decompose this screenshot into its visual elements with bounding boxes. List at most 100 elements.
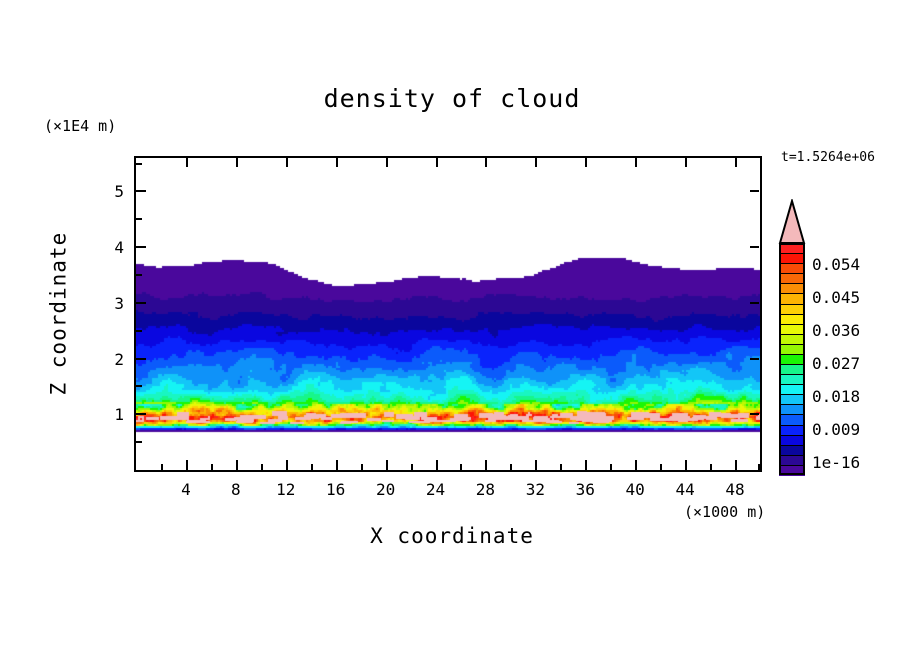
x-minor-tick [360, 464, 363, 470]
x-axis-unit-label: (×1000 m) [684, 503, 766, 521]
x-tick-label: 28 [475, 480, 496, 499]
colorbar-band [779, 253, 805, 264]
colorbar-band [779, 444, 805, 456]
x-major-tick [385, 460, 388, 470]
x-tick-label: 20 [375, 480, 396, 499]
x-major-tick-top [585, 158, 588, 167]
y-major-tick [136, 190, 146, 193]
y-axis-unit-label: (×1E4 m) [44, 117, 117, 135]
y-axis-title: Z coordinate [46, 231, 71, 396]
x-major-tick [435, 460, 438, 470]
y-tick-label: 5 [114, 182, 124, 202]
x-minor-tick [758, 464, 760, 470]
colorbar-band [779, 394, 805, 405]
x-major-tick-top [635, 158, 638, 167]
plot-area [134, 156, 762, 472]
x-minor-tick [560, 464, 563, 470]
y-tick-label: 2 [114, 349, 124, 369]
colorbar-band [779, 434, 805, 446]
y-tick-label: 1 [114, 405, 124, 425]
colorbar-tick-label: 0.027 [812, 353, 861, 373]
x-major-tick [235, 460, 238, 470]
x-minor-tick [610, 464, 613, 470]
x-tick-label: 12 [276, 480, 296, 499]
x-tick-label: 8 [231, 480, 241, 499]
colorbar-band [779, 323, 805, 335]
y-major-tick-right [750, 246, 759, 249]
x-tick-label: 24 [425, 480, 446, 499]
x-major-tick [685, 460, 688, 470]
x-major-tick [735, 460, 738, 470]
colorbar-tick-label: 1e-16 [812, 453, 861, 473]
colorbar-band [779, 424, 805, 436]
y-tick-label: 3 [114, 293, 124, 313]
colorbar-tick-label: 0.018 [812, 387, 861, 407]
x-minor-tick [210, 464, 213, 470]
y-major-tick-right [750, 190, 759, 193]
x-tick-label: 32 [525, 480, 545, 499]
colorbar-band [779, 303, 805, 315]
colorbar-band [779, 353, 805, 365]
colorbar-tick-label: 0.054 [812, 254, 861, 274]
x-tick-label: 16 [326, 480, 346, 499]
y-minor-tick [136, 218, 142, 221]
colorbar-band [779, 414, 805, 426]
colorbar-band [779, 273, 805, 284]
x-tick-label: 36 [575, 480, 595, 499]
colorbar-band [779, 263, 805, 274]
x-major-tick [535, 460, 538, 470]
colorbar-band [779, 364, 805, 375]
x-major-tick [585, 460, 588, 470]
y-minor-tick [136, 162, 142, 165]
x-minor-tick [260, 464, 263, 470]
x-major-tick-top [285, 158, 288, 167]
x-tick-label: 40 [625, 480, 645, 499]
contour-field [136, 158, 760, 470]
x-major-tick-top [735, 158, 738, 167]
colorbar-band [779, 454, 805, 466]
x-major-tick-top [335, 158, 338, 167]
x-major-tick [635, 460, 638, 470]
x-minor-tick [460, 464, 463, 470]
x-major-tick-top [235, 158, 238, 167]
colorbar-band [779, 333, 805, 345]
y-major-tick-right [750, 413, 759, 416]
colorbar-tick-label: 0.036 [812, 320, 861, 340]
x-major-tick [335, 460, 338, 470]
x-major-tick-top [535, 158, 538, 167]
x-tick-label: 4 [181, 480, 191, 499]
x-tick-label: 44 [675, 480, 695, 499]
x-major-tick [485, 460, 488, 470]
colorbar-band [779, 313, 805, 325]
colorbar-band [779, 384, 805, 395]
x-minor-tick [660, 464, 663, 470]
colorbar-band [779, 293, 805, 305]
x-major-tick-top [435, 158, 438, 167]
x-major-tick-top [685, 158, 688, 167]
x-tick-label: 48 [725, 480, 745, 499]
y-major-tick [136, 246, 146, 249]
x-axis-title: X coordinate [370, 524, 534, 548]
x-major-tick-top [485, 158, 488, 167]
x-minor-tick [160, 464, 163, 470]
x-minor-tick [510, 464, 513, 470]
y-major-tick [136, 413, 146, 416]
y-minor-tick [136, 385, 142, 388]
x-major-tick [185, 460, 188, 470]
y-tick-label: 4 [114, 238, 124, 258]
colorbar-band [779, 374, 805, 385]
x-major-tick-top [385, 158, 388, 167]
y-major-tick-right [750, 357, 759, 360]
y-major-tick [136, 301, 146, 304]
colorbar-band [779, 343, 805, 355]
x-minor-tick [710, 464, 713, 470]
colorbar-band [779, 243, 805, 254]
y-major-tick-right [750, 301, 759, 304]
y-minor-tick [136, 441, 142, 444]
y-minor-tick [136, 274, 142, 276]
colorbar-arrow-cap [778, 199, 806, 244]
x-major-tick-top [185, 158, 188, 167]
y-minor-tick [136, 329, 142, 332]
chart-title: density of cloud [323, 84, 581, 113]
